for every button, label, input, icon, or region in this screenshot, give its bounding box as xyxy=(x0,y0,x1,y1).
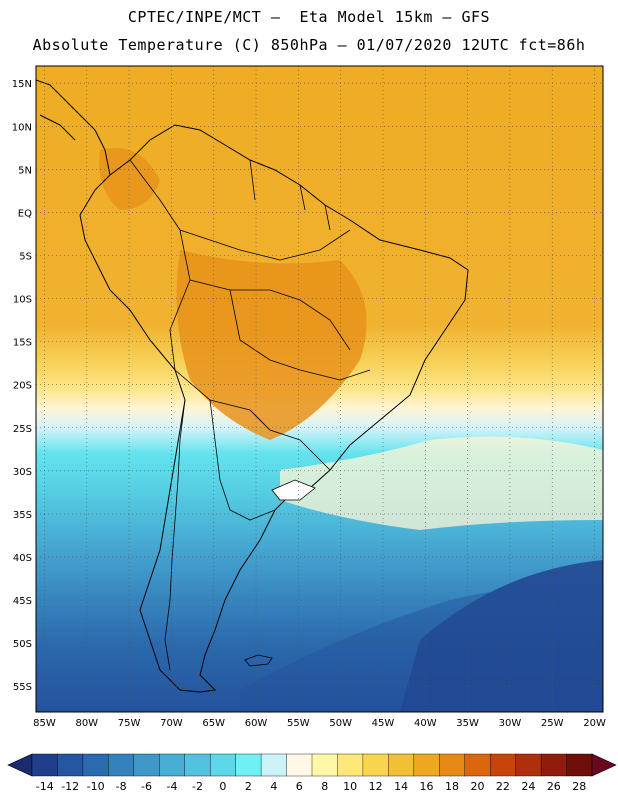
colorbar-label: -2 xyxy=(192,780,203,793)
falkland-islands xyxy=(244,654,273,667)
andes-border xyxy=(164,399,186,671)
colorbar-swatch xyxy=(108,753,135,777)
lon-tick-label: 80W xyxy=(75,718,98,729)
lon-tick-label: 70W xyxy=(160,718,183,729)
lat-tick-label: 10N xyxy=(12,122,32,133)
colorbar-swatch xyxy=(566,753,593,777)
lat-tick-label: 5N xyxy=(18,165,32,176)
colorbar-swatch xyxy=(464,753,491,777)
colorbar-swatch xyxy=(337,753,364,777)
central-america-outline xyxy=(36,79,111,176)
colorbar-swatch xyxy=(311,753,338,777)
colorbar-swatch xyxy=(209,753,237,777)
colorbar-swatch xyxy=(82,753,109,777)
colorbar-label: 16 xyxy=(420,780,434,793)
lon-tick-label: 45W xyxy=(372,718,395,729)
lon-tick-label: 35W xyxy=(456,718,479,729)
colorbar-swatch xyxy=(413,753,440,777)
colorbar-label: 18 xyxy=(445,780,459,793)
cool-tongue xyxy=(280,436,603,530)
lat-tick-label: 25S xyxy=(13,424,32,435)
longitude-labels: 85W 80W 75W 70W 65W 60W 55W 50W 45W 40W 35W 30W 25W 2… xyxy=(33,718,606,729)
colorbar-swatch xyxy=(31,753,58,777)
lon-tick-label: 60W xyxy=(245,718,268,729)
colorbar-low-arrow xyxy=(7,753,33,777)
colorbar-swatch xyxy=(362,753,389,777)
cold-band xyxy=(240,587,603,712)
lat-tick-label: 20S xyxy=(13,381,32,392)
colorbar-label: 8 xyxy=(321,780,328,793)
colorbar-label: -12 xyxy=(61,780,79,793)
lat-tick-label: 40S xyxy=(13,553,32,564)
lat-tick-label: 55S xyxy=(13,682,32,693)
lon-tick-label: 50W xyxy=(329,718,352,729)
colorbar-label: 12 xyxy=(369,780,383,793)
colorbar-swatch xyxy=(57,753,84,777)
colorbar-label: 10 xyxy=(343,780,357,793)
lon-tick-label: 55W xyxy=(287,718,310,729)
colorbar-label: 6 xyxy=(296,780,303,793)
lat-tick-label: 15S xyxy=(13,338,32,349)
colorbar-swatch xyxy=(286,753,313,777)
lat-tick-label: EQ xyxy=(18,208,32,219)
latitude-labels: 15N 10N 5N EQ 5S 10S 15S 20S 25S 30S 35S 40S 45S 50S 5… xyxy=(12,79,32,693)
lat-tick-label: 30S xyxy=(13,467,32,478)
title-line-2: Absolute Temperature (C) 850hPa – 01/07/… xyxy=(32,36,586,54)
graticule xyxy=(36,66,603,712)
rio-de-la-plata xyxy=(271,479,316,501)
colorbar-label: -6 xyxy=(141,780,152,793)
lat-tick-label: 10S xyxy=(13,295,32,306)
map-field xyxy=(36,66,603,712)
lon-tick-label: 75W xyxy=(118,718,141,729)
title-line-1: CPTEC/INPE/MCT – Eta Model 15km – GFS xyxy=(127,8,491,26)
warm-zone-north xyxy=(99,148,160,210)
colorbar-label: 20 xyxy=(470,780,484,793)
map-frame xyxy=(35,65,604,713)
lon-tick-label: 65W xyxy=(202,718,225,729)
colorbar-label: 0 xyxy=(219,780,226,793)
colorbar-label: 24 xyxy=(521,780,535,793)
country-borders xyxy=(129,159,371,521)
lon-tick-label: 30W xyxy=(499,718,522,729)
colorbar xyxy=(7,753,617,777)
lon-tick-label: 20W xyxy=(583,718,606,729)
colorbar-label: -8 xyxy=(116,780,127,793)
colorbar-swatch xyxy=(489,753,517,777)
colorbar-swatch xyxy=(184,753,211,777)
lon-tick-label: 85W xyxy=(33,718,56,729)
colorbar-high-arrow xyxy=(591,753,617,777)
colorbar-swatch xyxy=(159,753,186,777)
colorbar-label: 26 xyxy=(547,780,561,793)
colorbar-label: 28 xyxy=(572,780,586,793)
lon-tick-label: 40W xyxy=(414,718,437,729)
colorbar-swatch xyxy=(260,753,288,777)
lon-tick-label: 25W xyxy=(541,718,564,729)
lat-tick-label: 45S xyxy=(13,596,32,607)
colorbar-label: 14 xyxy=(394,780,408,793)
colorbar-label: -10 xyxy=(87,780,105,793)
colorbar-label: 2 xyxy=(245,780,252,793)
colorbar-swatch xyxy=(439,753,466,777)
lat-tick-label: 35S xyxy=(13,510,32,521)
lat-tick-label: 5S xyxy=(19,251,32,262)
colorbar-swatch xyxy=(515,753,542,777)
colorbar-label: 22 xyxy=(496,780,510,793)
colorbar-swatch xyxy=(388,753,415,777)
lat-tick-label: 15N xyxy=(12,79,32,90)
colorbar-swatch xyxy=(540,753,568,777)
colorbar-label: 4 xyxy=(270,780,277,793)
colorbar-labels: -14 -12 -10 -8 -6 -4 -2 0 2 4 6 8 10 12 14 16 18 20 22 24 26… xyxy=(36,780,587,793)
lat-tick-label: 50S xyxy=(13,639,32,650)
colorbar-label: -14 xyxy=(36,780,54,793)
colorbar-label: -4 xyxy=(167,780,178,793)
colorbar-swatch xyxy=(235,753,262,777)
colorbar-swatch xyxy=(133,753,160,777)
warm-zone xyxy=(176,250,367,440)
